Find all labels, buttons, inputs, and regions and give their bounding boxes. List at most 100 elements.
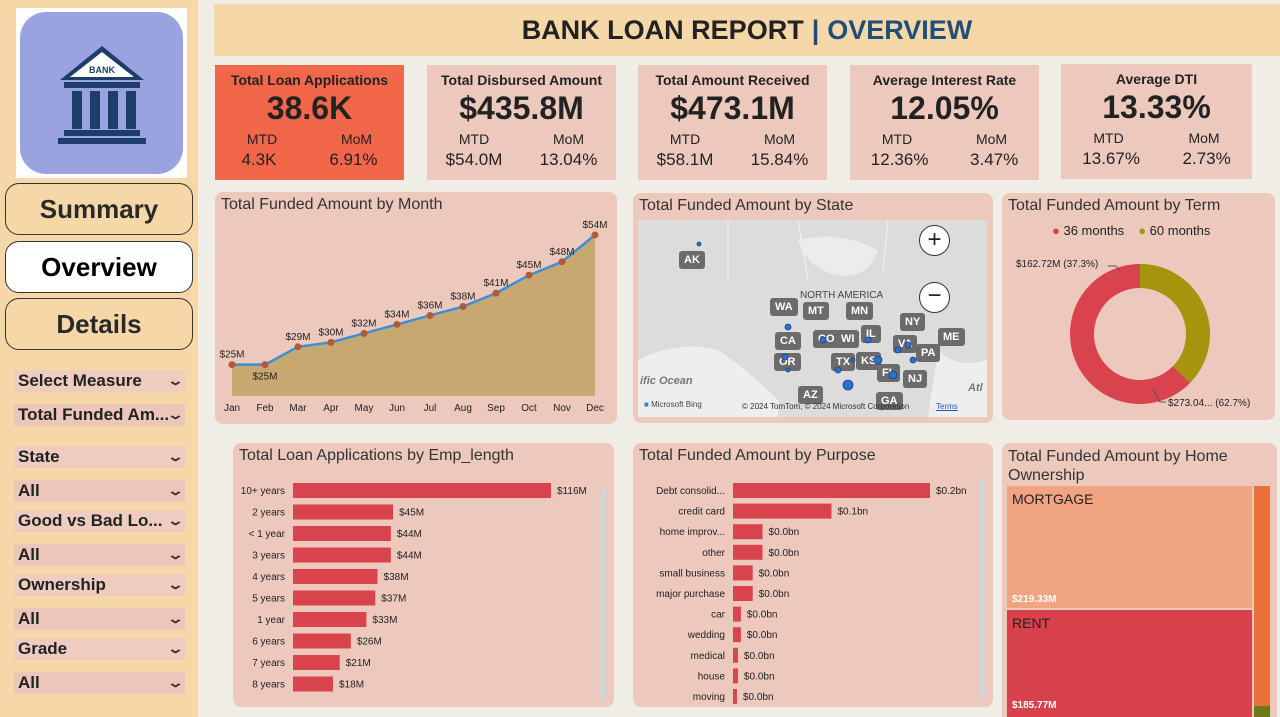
emp-chart-card[interactable]: Total Loan Applications by Emp_length 10… — [233, 443, 614, 707]
data-point[interactable] — [294, 343, 302, 351]
data-point[interactable] — [558, 258, 566, 266]
kpi-card-received[interactable]: Total Amount Received $473.1M MTD MoM $58… — [638, 65, 827, 180]
bar[interactable] — [293, 590, 376, 606]
bar[interactable] — [733, 565, 753, 581]
scrollbar[interactable] — [600, 488, 606, 700]
map-state-label[interactable]: OR — [774, 353, 801, 371]
emp-bar-chart[interactable]: 10+ years $116M 2 years $45M < 1 year $44M 3 y… — [233, 443, 614, 707]
chevron-down-icon[interactable]: ⌄ — [166, 407, 185, 422]
chevron-down-icon[interactable]: ⌄ — [166, 483, 185, 498]
nav-summary-button[interactable]: Summary — [5, 183, 193, 235]
bar[interactable] — [293, 483, 551, 498]
map-state-label[interactable]: IL — [861, 325, 881, 343]
map-state-label[interactable]: CA — [775, 332, 801, 350]
slicer-measure-dropdown[interactable]: Total Funded Am... ⌄ — [14, 404, 185, 426]
map-state-label[interactable]: VA — [893, 335, 918, 353]
map-state-label[interactable]: GA — [876, 392, 903, 410]
bar[interactable] — [733, 668, 738, 684]
bar[interactable] — [733, 483, 930, 498]
slicer-state-dropdown[interactable]: All ⌄ — [14, 480, 185, 502]
bar[interactable] — [293, 633, 351, 649]
data-point[interactable] — [261, 361, 269, 369]
state-map-card[interactable]: Total Funded Amount by State NORTH AMERI… — [633, 193, 993, 423]
map-state-label[interactable]: ME — [938, 328, 965, 346]
map-state-label[interactable]: NJ — [903, 370, 928, 388]
map-terms-link[interactable]: Terms — [936, 402, 958, 411]
bar[interactable] — [293, 569, 378, 584]
chevron-down-icon[interactable]: ⌄ — [166, 547, 185, 562]
bar[interactable] — [733, 647, 738, 663]
data-point[interactable] — [228, 361, 236, 369]
slicer-state-header[interactable]: State ⌄ — [14, 446, 185, 468]
term-donut-chart[interactable]: $162.72M (37.3%) $273.04... (62.7%) — [1002, 193, 1275, 420]
slicer-goodbad-header[interactable]: Good vs Bad Lo... ⌄ — [14, 510, 185, 532]
data-point[interactable] — [459, 303, 467, 311]
bar[interactable] — [733, 606, 741, 622]
bar[interactable] — [733, 627, 741, 643]
donut-slice[interactable] — [1139, 264, 1210, 383]
slicer-goodbad-dropdown[interactable]: All ⌄ — [14, 544, 185, 566]
chevron-down-icon[interactable]: ⌄ — [166, 577, 185, 592]
map-state-label[interactable]: FL — [877, 364, 901, 382]
slicer-grade-dropdown[interactable]: All ⌄ — [14, 672, 185, 694]
map-state-label[interactable]: AK — [679, 251, 705, 269]
bar[interactable] — [293, 612, 367, 627]
treemap-tile-own[interactable] — [1254, 706, 1270, 717]
legend-item[interactable]: ● 36 months — [1052, 223, 1125, 238]
bar[interactable] — [733, 503, 832, 519]
data-point[interactable] — [360, 329, 368, 337]
chevron-down-icon[interactable]: ⌄ — [166, 449, 185, 464]
data-point[interactable] — [525, 271, 533, 279]
kpi-card-interest-rate[interactable]: Average Interest Rate 12.05% MTD MoM 12.3… — [850, 65, 1039, 180]
zoom-out-button[interactable]: − — [919, 282, 950, 313]
slicer-grade-header[interactable]: Grade ⌄ — [14, 638, 185, 660]
data-point[interactable] — [393, 320, 401, 328]
kpi-card-dti[interactable]: Average DTI 13.33% MTD MoM 13.67% 2.73% — [1061, 64, 1252, 179]
treemap-tile-other[interactable] — [1254, 486, 1270, 706]
map-state-label[interactable]: WI — [836, 330, 860, 348]
chevron-down-icon[interactable]: ⌄ — [166, 675, 185, 690]
map-state-label[interactable]: WA — [770, 298, 798, 316]
bar[interactable] — [293, 526, 391, 541]
nav-details-button[interactable]: Details — [5, 298, 193, 350]
bar[interactable] — [733, 524, 763, 540]
map-state-label[interactable]: MN — [846, 302, 874, 320]
term-chart-card[interactable]: Total Funded Amount by Term ● 36 months … — [1002, 193, 1275, 420]
map-state-label[interactable]: TX — [831, 353, 856, 371]
bar[interactable] — [293, 547, 391, 563]
bar[interactable] — [733, 586, 753, 601]
data-point[interactable] — [327, 338, 335, 346]
map-state-label[interactable]: NY — [900, 313, 926, 331]
data-point[interactable] — [492, 289, 500, 297]
zoom-in-button[interactable]: + — [919, 225, 950, 256]
chevron-down-icon[interactable]: ⌄ — [166, 611, 185, 626]
map-state-label[interactable]: MT — [803, 302, 829, 320]
data-point[interactable] — [591, 231, 599, 239]
chevron-down-icon[interactable]: ⌄ — [166, 373, 185, 388]
map-canvas[interactable]: NORTH AMERICA ific Ocean Atl + − AK WA MT M… — [638, 220, 987, 417]
month-area-chart[interactable]: $25M Jan $25M Feb $29M Mar $30M Apr $32M May $34M J… — [215, 192, 617, 424]
chevron-down-icon[interactable]: ⌄ — [166, 513, 185, 528]
kpi-card-total-applications[interactable]: Total Loan Applications 38.6K MTD MoM 4.3… — [215, 65, 404, 180]
bar[interactable] — [293, 676, 334, 692]
data-point[interactable] — [426, 311, 434, 319]
donut-slice[interactable] — [1070, 264, 1191, 404]
scrollbar[interactable] — [979, 478, 985, 700]
bar[interactable] — [733, 689, 737, 704]
slicer-ownership-dropdown[interactable]: All ⌄ — [14, 608, 185, 630]
kpi-card-disbursed[interactable]: Total Disbursed Amount $435.8M MTD MoM $5… — [427, 65, 616, 180]
home-chart-card[interactable]: Total Funded Amount by Home Ownership MO… — [1002, 443, 1277, 717]
nav-overview-button[interactable]: Overview — [5, 241, 193, 293]
bar[interactable] — [293, 655, 340, 670]
slicer-measure-header[interactable]: Select Measure ⌄ — [14, 370, 185, 392]
month-chart-card[interactable]: Total Funded Amount by Month $25M Jan $25M… — [215, 192, 617, 424]
purpose-bar-chart[interactable]: Debt consolid... $0.2bn credit card $0.1bn h… — [633, 443, 993, 707]
map-state-label[interactable]: AZ — [798, 386, 823, 404]
chevron-down-icon[interactable]: ⌄ — [166, 641, 185, 656]
bar[interactable] — [293, 504, 394, 520]
treemap-tile-mortgage[interactable]: MORTGAGE $219.33M — [1007, 486, 1252, 608]
treemap-tile-rent[interactable]: RENT $185.77M — [1007, 610, 1252, 717]
purpose-chart-card[interactable]: Total Funded Amount by Purpose Debt cons… — [633, 443, 993, 707]
map-state-label[interactable]: PA — [916, 344, 941, 362]
slicer-ownership-header[interactable]: Ownership ⌄ — [14, 574, 185, 596]
